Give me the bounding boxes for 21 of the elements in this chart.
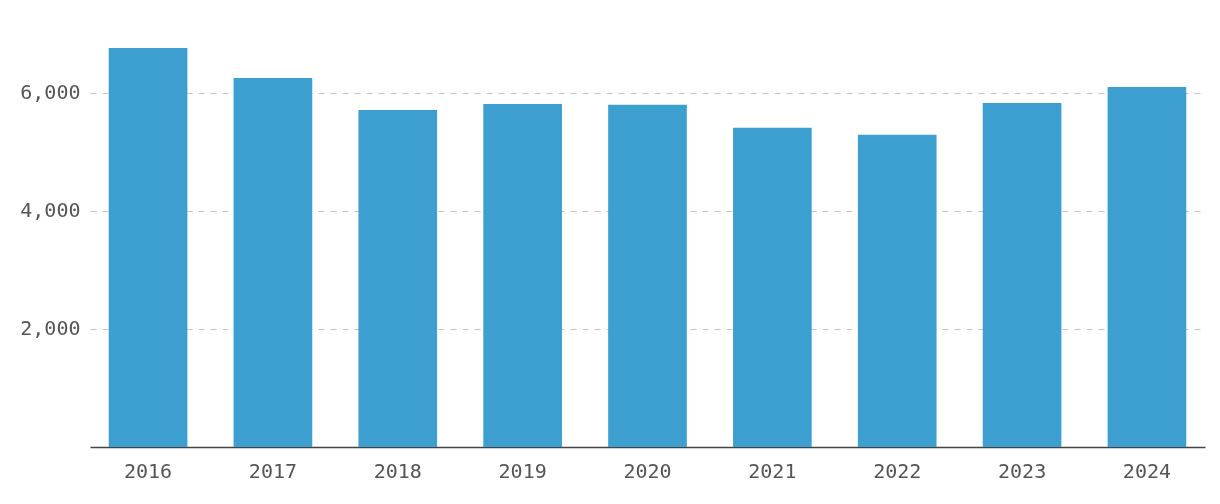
x-tick-label: 2016 [123, 458, 173, 483]
bar [982, 102, 1062, 447]
bar [857, 134, 937, 447]
bar [358, 109, 438, 447]
bar [608, 104, 687, 447]
y-tick-label: 6,000 [20, 80, 81, 105]
x-tick-label: 2021 [748, 458, 797, 483]
x-tick-label: 2022 [873, 458, 922, 483]
bar [483, 104, 562, 447]
bar [108, 48, 188, 447]
y-tick-label: 2,000 [20, 316, 81, 341]
x-tick-label: 2017 [248, 458, 298, 483]
x-tick-label: 2019 [498, 458, 547, 483]
bar [233, 78, 313, 447]
x-tick-label: 2024 [1122, 458, 1172, 483]
bar [733, 127, 812, 447]
bar [1107, 86, 1187, 447]
x-tick-label: 2020 [623, 458, 672, 483]
x-tick-label: 2018 [373, 458, 422, 483]
y-tick-label: 4,000 [20, 198, 81, 223]
x-tick-label: 2023 [997, 458, 1047, 483]
